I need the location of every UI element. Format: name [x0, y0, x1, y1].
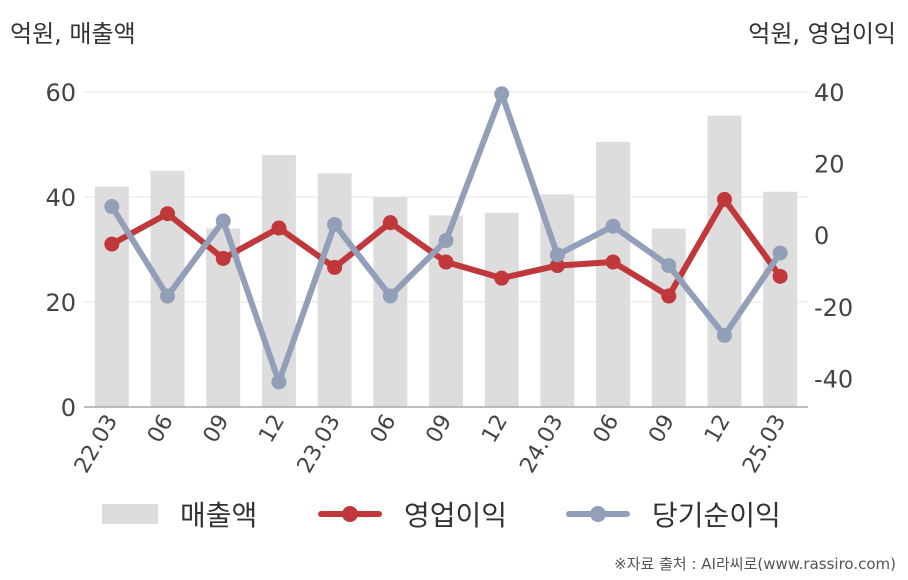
- right-axis-tick-label: -40: [814, 365, 853, 393]
- chart-legend: 매출액 영업이익 당기순이익: [0, 494, 908, 534]
- legend-item-operating-profit: 영업이익: [318, 494, 507, 534]
- point-net-income: [215, 213, 231, 229]
- x-axis-tick-label: 09: [644, 411, 680, 448]
- point-net-income: [160, 288, 176, 304]
- point-operating-profit: [661, 288, 677, 304]
- point-operating-profit: [549, 258, 565, 274]
- point-net-income: [549, 247, 565, 263]
- bar-revenue: [484, 212, 519, 407]
- point-operating-profit: [271, 220, 287, 236]
- x-axis-tick-label: 06: [589, 411, 625, 448]
- bar-revenue: [707, 115, 742, 407]
- x-axis-tick-label: 09: [422, 411, 458, 448]
- legend-item-net-income: 당기순이익: [566, 494, 781, 534]
- x-axis-tick-label: 06: [366, 411, 402, 448]
- point-operating-profit: [772, 268, 788, 284]
- point-operating-profit: [327, 259, 343, 275]
- right-axis-tick-label: -20: [814, 294, 853, 322]
- legend-swatch-net-income: [566, 504, 630, 524]
- left-axis-unit: 억원, 매출액: [10, 20, 136, 48]
- left-axis-tick-label: 40: [45, 184, 76, 212]
- left-axis-tick-label: 60: [45, 79, 76, 107]
- x-axis-tick-label: 24.03: [515, 411, 568, 478]
- bar-revenue: [763, 191, 798, 407]
- point-operating-profit: [160, 206, 176, 222]
- point-net-income: [661, 258, 677, 274]
- x-axis-tick-label: 12: [477, 411, 513, 448]
- point-operating-profit: [215, 250, 231, 266]
- left-axis-tick-label: 20: [45, 289, 76, 317]
- point-net-income: [382, 288, 398, 304]
- bar-revenue: [94, 186, 129, 407]
- bar-revenue: [596, 141, 631, 407]
- x-axis-tick-label: 12: [254, 411, 290, 448]
- point-net-income: [271, 374, 287, 390]
- x-axis-tick-label: 06: [143, 411, 179, 448]
- right-axis-unit: 억원, 영업이익: [748, 20, 896, 48]
- point-net-income: [772, 245, 788, 261]
- legend-item-revenue: 매출액: [102, 494, 257, 534]
- legend-label-operating-profit: 영업이익: [404, 499, 508, 532]
- point-operating-profit: [104, 236, 120, 252]
- point-net-income: [494, 86, 510, 102]
- legend-label-revenue: 매출액: [180, 499, 258, 532]
- right-axis-tick-label: 40: [814, 79, 845, 107]
- source-credit: ※자료 출처 : AI라씨로(www.rassiro.com): [614, 555, 896, 573]
- x-axis-tick-label: 22.03: [70, 411, 123, 478]
- point-operating-profit: [716, 191, 732, 207]
- point-net-income: [327, 216, 343, 232]
- point-net-income: [438, 233, 454, 249]
- legend-swatch-operating-profit: [318, 504, 382, 524]
- bar-revenue: [317, 173, 352, 407]
- legend-label-net-income: 당기순이익: [652, 499, 781, 532]
- point-operating-profit: [438, 254, 454, 270]
- x-axis-tick-label: 23.03: [293, 411, 346, 478]
- right-axis-tick-label: 20: [814, 151, 845, 179]
- point-net-income: [605, 218, 621, 234]
- x-axis-tick-label: 25.03: [738, 411, 791, 478]
- left-axis-tick-label: 0: [61, 394, 76, 422]
- point-operating-profit: [494, 270, 510, 286]
- bar-revenue: [261, 155, 296, 407]
- point-operating-profit: [605, 254, 621, 270]
- x-axis-tick-label: 09: [199, 411, 235, 448]
- point-net-income: [104, 199, 120, 215]
- point-net-income: [716, 327, 732, 343]
- legend-swatch-revenue: [102, 504, 158, 524]
- x-axis-tick-label: 12: [700, 411, 736, 448]
- point-operating-profit: [382, 215, 398, 231]
- right-axis-tick-label: 0: [814, 222, 829, 250]
